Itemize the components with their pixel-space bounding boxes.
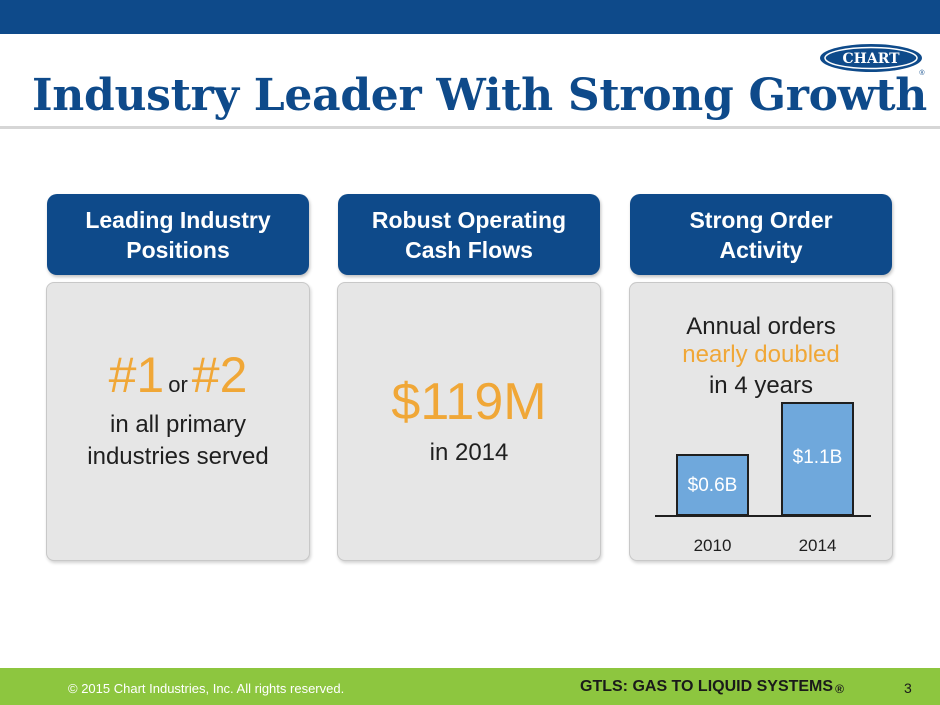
rank-description-line: in all primary xyxy=(109,411,247,438)
card-leading-industry-positions: #1 or#2 in all primary industries served xyxy=(46,282,310,561)
footer-registered-mark: ® xyxy=(835,682,844,696)
header-robust-operating-cash-flows: Robust Operating Cash Flows xyxy=(338,194,600,275)
rank-description: in all primary industries served xyxy=(47,409,309,473)
chart-logo: CHART ® xyxy=(820,44,925,76)
header-leading-industry-positions: Leading Industry Positions xyxy=(47,194,309,275)
chart-baseline xyxy=(655,515,871,517)
slide-title: Industry Leader With Strong Growth xyxy=(32,70,927,121)
header-line: Cash Flows xyxy=(405,236,533,263)
card-strong-order-activity: Annual orders nearly doubled in 4 years … xyxy=(629,282,893,561)
card-robust-operating-cash-flows: $119M in 2014 xyxy=(337,282,601,561)
bar-value-label-2014: $1.1B xyxy=(792,447,843,468)
header-line: Robust Operating xyxy=(371,206,567,233)
x-tick-2014: 2014 xyxy=(798,536,837,555)
rank-second: #2 xyxy=(191,347,248,403)
footer-tagline-text: GTLS: GAS TO LIQUID SYSTEMS xyxy=(580,678,834,695)
logo-text: CHART xyxy=(842,51,900,67)
footer-bar xyxy=(0,668,940,705)
header-line: Leading Industry xyxy=(85,206,271,233)
bar-2010: $0.6B xyxy=(676,454,749,516)
bar-2014: $1.1B xyxy=(781,402,854,516)
x-tick-2010: 2010 xyxy=(693,536,732,555)
header-line: Strong Order xyxy=(689,206,833,233)
footer-tagline: GTLS: GAS TO LIQUID SYSTEMS ® xyxy=(580,678,844,696)
orders-line-3: in 4 years xyxy=(708,372,814,399)
logo-registered-mark: ® xyxy=(919,69,925,76)
header-strong-order-activity: Strong Order Activity xyxy=(630,194,892,275)
rank-statement: #1 or#2 xyxy=(47,347,309,413)
cash-flow-value: $119M xyxy=(391,373,547,431)
orders-line-2: nearly doubled xyxy=(682,341,840,368)
top-banner xyxy=(0,0,940,34)
rank-description-line: industries served xyxy=(87,443,269,470)
header-line: Positions xyxy=(126,236,230,263)
title-divider xyxy=(0,126,940,129)
orders-line-1: Annual orders xyxy=(686,313,836,340)
header-line: Activity xyxy=(719,236,803,263)
page-number: 3 xyxy=(904,680,912,696)
rank-connector: or xyxy=(168,372,188,397)
cash-flow-year: in 2014 xyxy=(429,439,509,466)
bar-value-label-2010: $0.6B xyxy=(687,475,738,496)
footer-copyright: © 2015 Chart Industries, Inc. All rights… xyxy=(68,681,345,696)
rank-first: #1 xyxy=(108,347,165,403)
